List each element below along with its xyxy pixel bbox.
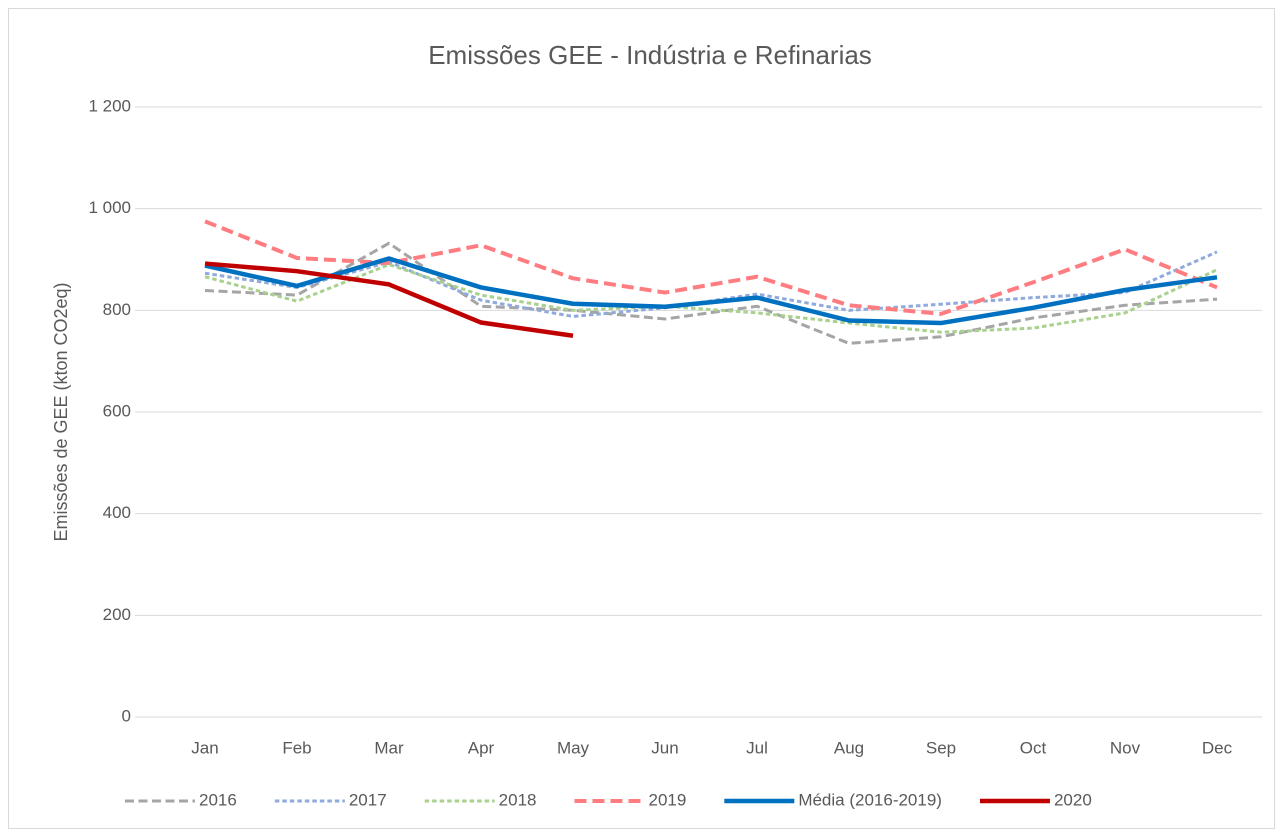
legend-label: 2018 [499,790,537,809]
y-tick-label: 800 [103,300,131,319]
legend-label: 2019 [648,790,686,809]
legend-label: Média (2016-2019) [798,790,942,809]
y-tick-label: 1 000 [88,198,131,217]
x-tick-label: Jun [651,738,678,757]
x-tick-label: Mar [374,738,404,757]
y-axis-label: Emissões de GEE (kton CO2eq) [51,282,71,541]
legend-label: 2017 [349,790,387,809]
y-tick-label: 400 [103,503,131,522]
x-tick-label: Aug [834,738,864,757]
x-tick-label: Sep [926,738,956,757]
y-tick-label: 0 [122,706,131,725]
y-tick-label: 600 [103,401,131,420]
x-tick-label: Feb [282,738,311,757]
chart-frame [8,8,1275,829]
x-tick-label: Dec [1202,738,1233,757]
x-tick-label: May [557,738,590,757]
line-series [204,256,1218,326]
x-tick-label: Apr [468,738,495,757]
chart-title: Emissões GEE - Indústria e Refinarias [428,40,872,70]
x-tick-label: Jul [746,738,768,757]
line-series [204,261,574,338]
y-tick-label: 1 200 [88,96,131,115]
x-tick-label: Nov [1110,738,1141,757]
x-tick-label: Oct [1020,738,1047,757]
line-series [204,241,1218,345]
legend-label: 2016 [199,790,237,809]
line-series [204,219,1218,316]
y-tick-label: 200 [103,605,131,624]
x-tick-label: Jan [191,738,218,757]
legend-label: 2020 [1054,790,1092,809]
